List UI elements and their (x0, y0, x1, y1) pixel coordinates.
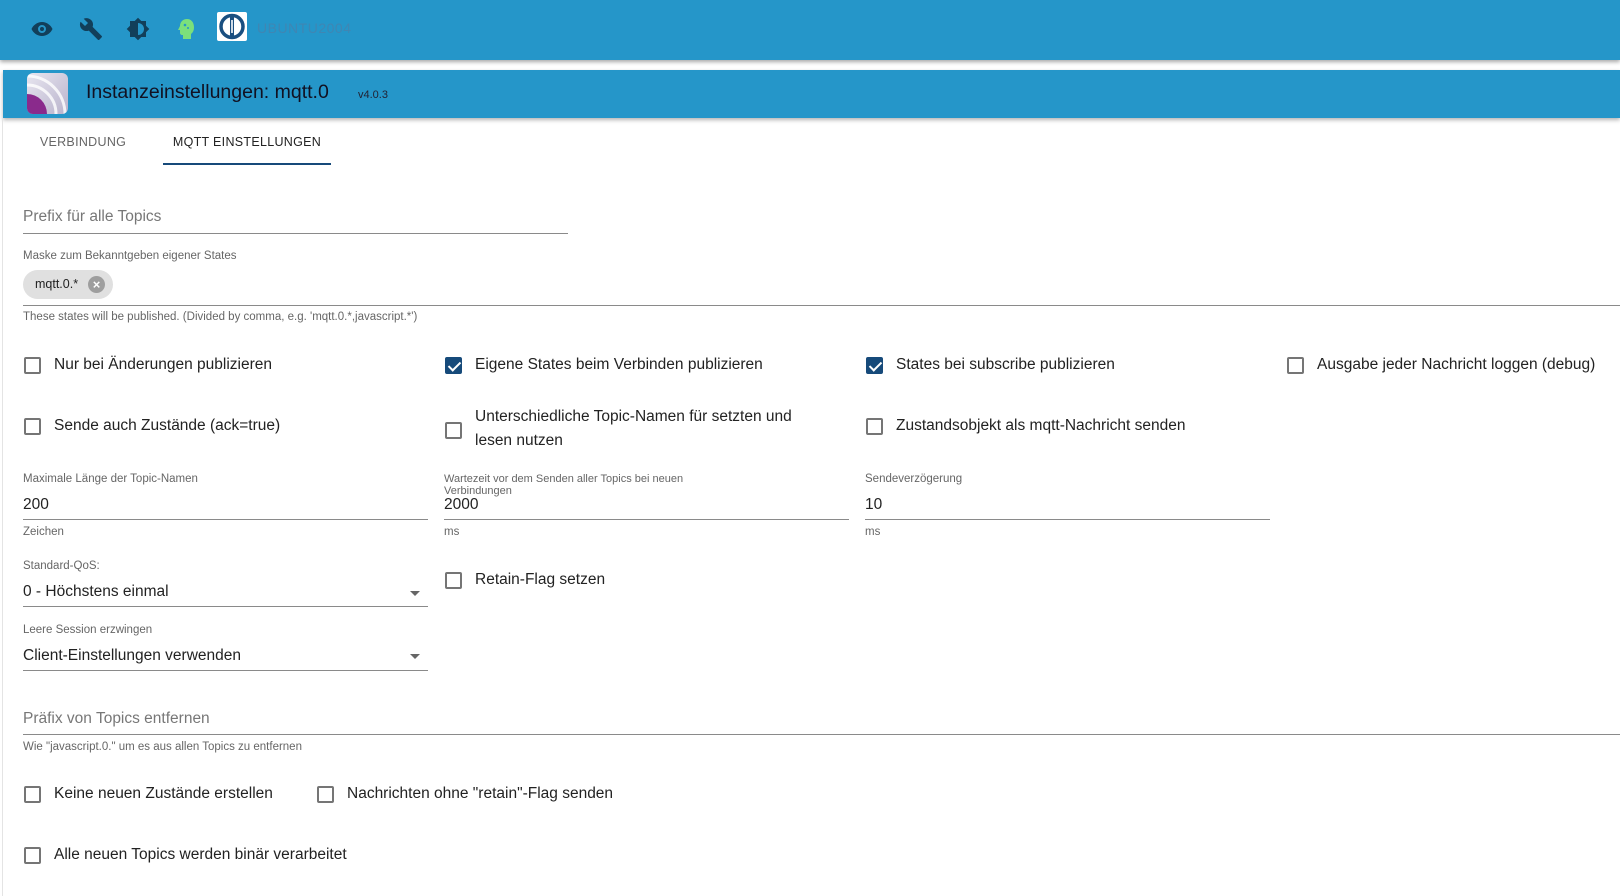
checkbox-retain-flag[interactable] (445, 572, 462, 589)
tab-mqtt-einstellungen[interactable]: MQTT EINSTELLUNGEN (172, 135, 322, 149)
expert-mode-head-icon[interactable] (174, 17, 198, 41)
mask-helper-text: These states will be published. (Divided… (23, 311, 418, 323)
send-delay-input[interactable]: 10 (865, 496, 883, 513)
wait-time-label: Wartezeit vor dem Senden aller Topics be… (444, 473, 684, 485)
panel-border (2, 118, 3, 896)
checkbox-label-line2: lesen nutzen (475, 432, 563, 449)
unit-label: Zeichen (23, 526, 64, 538)
qos-label: Standard-QoS: (23, 560, 100, 572)
active-tab-indicator (163, 163, 331, 165)
checkbox-no-new-states[interactable] (24, 786, 41, 803)
checkbox-no-retain-flag[interactable] (317, 786, 334, 803)
remove-prefix-input[interactable]: Präfix von Topics entfernen (23, 710, 210, 727)
tab-verbindung[interactable]: VERBINDUNG (39, 135, 127, 149)
checkbox-publish-own-states[interactable] (445, 357, 462, 374)
prefix-input-underline (23, 233, 568, 234)
checkbox-label: Sende auch Zustände (ack=true) (54, 417, 281, 434)
prefix-input[interactable]: Prefix für alle Topics (23, 208, 162, 225)
send-delay-label: Sendeverzögerung (865, 473, 963, 485)
checkbox-state-object[interactable] (866, 418, 883, 435)
eye-icon[interactable] (30, 17, 54, 41)
page-title: Instanzeinstellungen: mqtt.0 (86, 81, 329, 103)
remove-prefix-helper: Wie "javascript.0." um es aus allen Topi… (23, 741, 302, 753)
dropdown-arrow-icon[interactable] (410, 591, 420, 596)
checkbox-label: Alle neuen Topics werden binär verarbeit… (54, 846, 347, 863)
instance-header (3, 70, 1620, 118)
hostname: UBUNTU2004 (257, 20, 352, 36)
unit-label: ms (444, 526, 460, 538)
checkbox-label: Retain-Flag setzen (475, 571, 606, 588)
checkbox-debug-log[interactable] (1287, 357, 1304, 374)
checkbox-binary-topics[interactable] (24, 847, 41, 864)
wait-time-label-line2: Verbindungen (444, 485, 512, 497)
checkbox-publish-on-subscribe[interactable] (866, 357, 883, 374)
input-underline (23, 734, 1620, 735)
wrench-icon[interactable] (79, 17, 103, 41)
unit-label: ms (865, 526, 881, 538)
clean-session-label: Leere Session erzwingen (23, 624, 153, 636)
checkbox-label: Keine neuen Zustände erstellen (54, 785, 273, 802)
iobroker-logo[interactable] (217, 12, 247, 41)
version-label: v4.0.3 (358, 89, 388, 101)
mask-input-underline[interactable] (23, 305, 1620, 306)
mask-label: Maske zum Bekanntgeben eigener States (23, 250, 237, 262)
select-underline (23, 670, 428, 671)
max-topic-length-input[interactable]: 200 (23, 496, 49, 513)
brightness-icon[interactable] (126, 17, 150, 41)
checkbox-label: Nachrichten ohne "retain"-Flag senden (347, 785, 614, 802)
wait-time-input[interactable]: 2000 (444, 496, 479, 513)
input-underline (444, 519, 849, 520)
checkbox-label: Ausgabe jeder Nachricht loggen (debug) (1317, 356, 1596, 373)
checkbox-send-ack[interactable] (24, 418, 41, 435)
checkbox-label: Nur bei Änderungen publizieren (54, 356, 273, 373)
top-toolbar (0, 0, 1620, 60)
checkbox-different-topic-names[interactable] (445, 422, 462, 439)
clean-session-select[interactable]: Client-Einstellungen verwenden (23, 647, 241, 664)
chip-remove-icon[interactable]: × (88, 276, 105, 293)
checkbox-label: Zustandsobjekt als mqtt-Nachricht senden (896, 417, 1186, 434)
qos-select[interactable]: 0 - Höchstens einmal (23, 583, 169, 600)
dropdown-arrow-icon[interactable] (410, 654, 420, 659)
checkbox-label: Unterschiedliche Topic-Namen für setzten… (475, 408, 792, 425)
mqtt-adapter-icon (27, 73, 68, 114)
checkbox-label: Eigene States beim Verbinden publizieren (475, 356, 763, 373)
checkbox-only-changes[interactable] (24, 357, 41, 374)
max-topic-length-label: Maximale Länge der Topic-Namen (23, 473, 198, 485)
checkbox-label: States bei subscribe publizieren (896, 356, 1115, 373)
mask-chip-label: mqtt.0.* (35, 277, 79, 291)
input-underline (865, 519, 1270, 520)
select-underline (23, 606, 428, 607)
input-underline (23, 519, 428, 520)
